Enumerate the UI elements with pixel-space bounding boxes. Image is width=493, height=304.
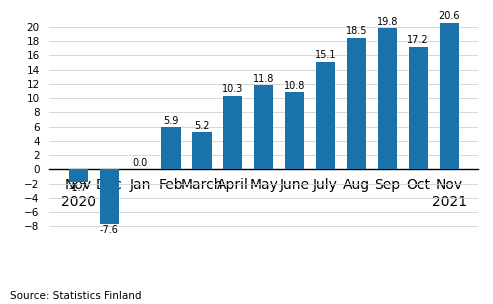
Bar [316,62,335,169]
Bar [378,28,397,169]
Text: 5.9: 5.9 [163,116,179,126]
Bar [192,132,211,169]
Text: 11.8: 11.8 [253,74,275,84]
Text: 10.8: 10.8 [284,81,305,91]
Text: 0.0: 0.0 [133,158,148,168]
Bar [440,23,458,169]
Bar [69,169,88,181]
Text: -7.6: -7.6 [100,225,119,235]
Bar [254,85,273,169]
Bar [162,127,180,169]
Bar [285,92,304,169]
Text: 19.8: 19.8 [377,17,398,26]
Text: 18.5: 18.5 [346,26,367,36]
Bar [347,38,366,169]
Text: -1.7: -1.7 [69,183,88,193]
Text: Source: Statistics Finland: Source: Statistics Finland [10,291,141,301]
Text: 17.2: 17.2 [407,35,429,45]
Text: 20.6: 20.6 [438,11,460,21]
Bar [100,169,119,223]
Bar [223,96,243,169]
Text: 5.2: 5.2 [194,121,210,131]
Text: 10.3: 10.3 [222,84,244,94]
Text: 15.1: 15.1 [315,50,336,60]
Bar [409,47,428,169]
